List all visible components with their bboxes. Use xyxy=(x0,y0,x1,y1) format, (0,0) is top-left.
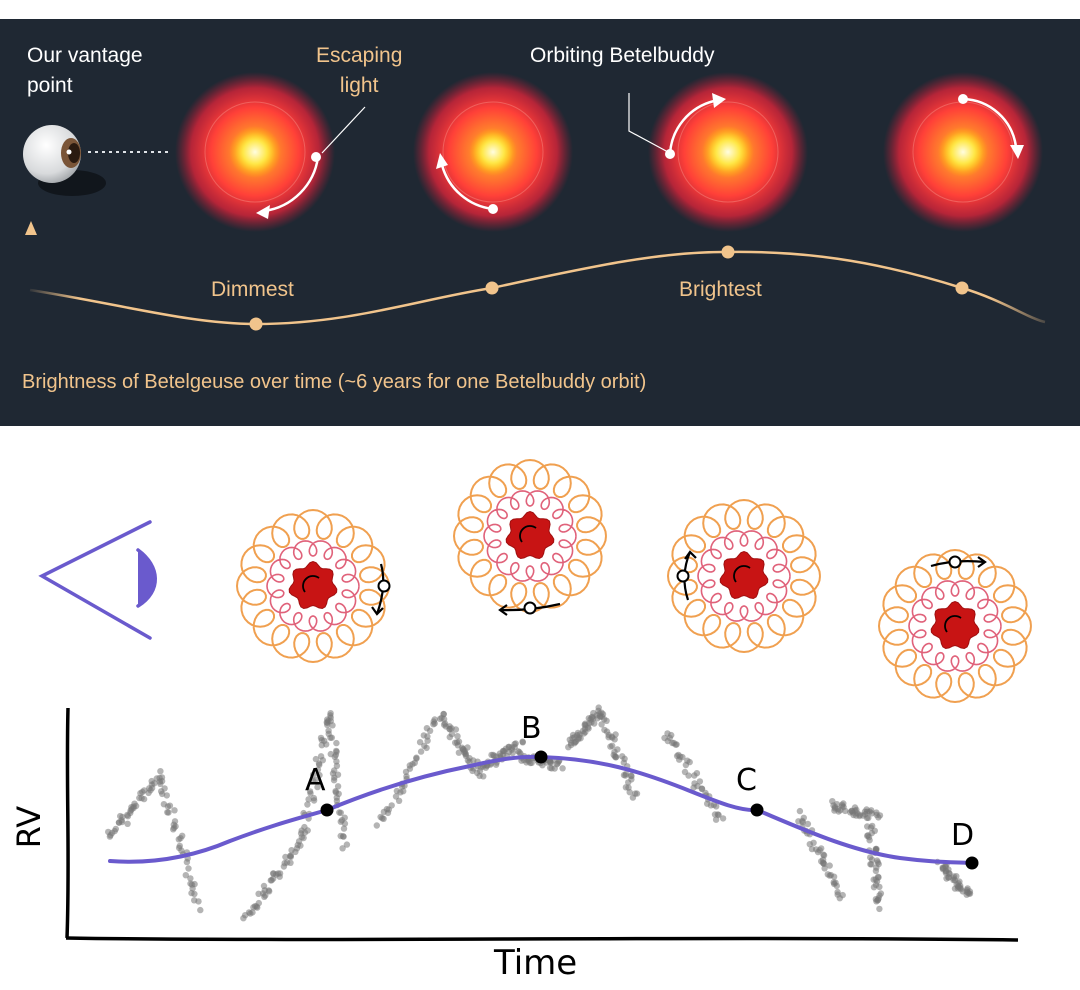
orbiting-leader xyxy=(628,93,669,153)
convection-star-3 xyxy=(666,498,821,654)
brightness-caption: Brightness of Betelgeuse over time (~6 y… xyxy=(22,371,647,393)
brightness-axis-arrow xyxy=(25,221,37,235)
y-axis xyxy=(65,707,70,939)
vantage-label: Our vantage point xyxy=(27,44,143,97)
point-b-label: B xyxy=(521,711,542,746)
escaping-leader xyxy=(321,106,366,154)
star-2 xyxy=(413,72,573,232)
star-1 xyxy=(175,72,335,232)
orbiting-betelbuddy-label: Orbiting Betelbuddy xyxy=(530,44,715,67)
brightest-label: Brightest xyxy=(679,278,762,301)
rv-data-scatter xyxy=(105,704,974,922)
point-a-marker xyxy=(320,803,334,817)
point-c-marker xyxy=(750,803,764,817)
point-a-label: A xyxy=(305,763,326,798)
vantage-eye-icon xyxy=(23,125,106,196)
point-d-label: D xyxy=(951,818,975,853)
radial-velocity-panel: A B C D RV Time xyxy=(0,426,1080,990)
curve-point-dimmest xyxy=(249,317,263,331)
dimmest-label: Dimmest xyxy=(211,278,294,301)
top-diagram-svg xyxy=(23,72,1060,357)
y-axis-label: RV xyxy=(10,805,48,849)
x-axis-label: Time xyxy=(494,943,578,983)
curve-point-brightest xyxy=(721,245,735,259)
observer-eye-icon xyxy=(38,520,157,640)
star-4 xyxy=(883,72,1043,232)
point-d-marker xyxy=(965,856,979,870)
convection-star-1 xyxy=(235,508,391,664)
convection-star-4 xyxy=(877,548,1032,704)
x-axis xyxy=(65,936,1019,942)
convection-star-2 xyxy=(452,458,607,616)
point-c-label: C xyxy=(736,763,757,798)
brightness-curve xyxy=(29,250,1046,326)
curve-point-4 xyxy=(955,281,969,295)
convection-stars xyxy=(235,458,1032,704)
point-b-marker xyxy=(534,750,548,764)
curve-point-2 xyxy=(485,281,499,295)
star-3 xyxy=(648,72,808,232)
betelgeuse-brightness-panel: Our vantage point Escaping light Orbitin… xyxy=(0,19,1080,426)
bottom-diagram-svg xyxy=(38,458,1032,942)
escaping-light-label: Escaping light xyxy=(316,44,403,97)
